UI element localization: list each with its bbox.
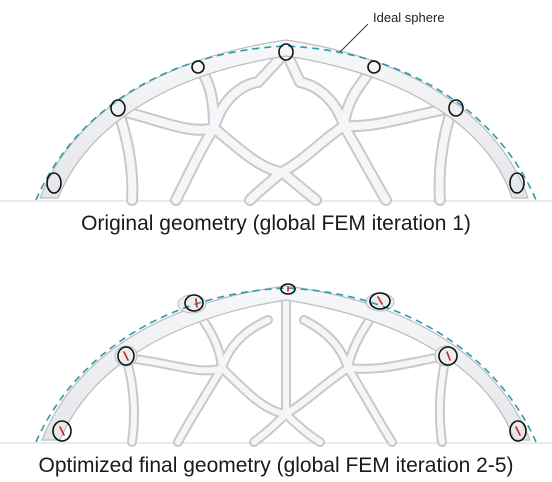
node-ring xyxy=(184,294,204,312)
node-ring xyxy=(110,99,126,117)
offset-marker xyxy=(123,351,129,361)
node-ring xyxy=(46,172,62,194)
node-rings xyxy=(46,43,525,194)
node-ring xyxy=(280,283,296,295)
node-ring xyxy=(52,420,72,442)
node-ring xyxy=(278,43,294,61)
original-geometry-caption: Original geometry (global FEM iteration … xyxy=(81,212,471,235)
node-rings xyxy=(52,283,527,442)
callout-leader xyxy=(339,23,369,53)
node-ring xyxy=(509,420,527,442)
optimized-geometry-panel xyxy=(0,244,552,454)
node-ring xyxy=(369,292,391,310)
node-ring xyxy=(117,346,135,366)
optimized-geometry-caption: Optimized final geometry (global FEM ite… xyxy=(38,454,514,477)
original-geometry-diagram: Ideal sphere xyxy=(0,10,552,206)
ideal-sphere-label: Ideal sphere xyxy=(373,10,445,25)
offset-marker xyxy=(195,298,198,308)
node-ring xyxy=(367,60,381,74)
offset-marker xyxy=(59,426,65,436)
arch-rib xyxy=(39,39,529,199)
ideal-sphere-line xyxy=(35,287,537,443)
node-ring xyxy=(438,346,458,366)
offset-marker xyxy=(446,351,451,361)
offset-markers xyxy=(59,286,521,436)
node-ring xyxy=(191,60,205,74)
offset-marker xyxy=(377,296,383,305)
node-ring xyxy=(509,172,525,194)
ideal-sphere-line xyxy=(35,45,537,201)
original-geometry-panel: Ideal sphere xyxy=(0,0,552,212)
node-ring xyxy=(448,99,464,117)
offset-marker xyxy=(515,426,521,436)
optimized-geometry-diagram xyxy=(0,283,552,447)
